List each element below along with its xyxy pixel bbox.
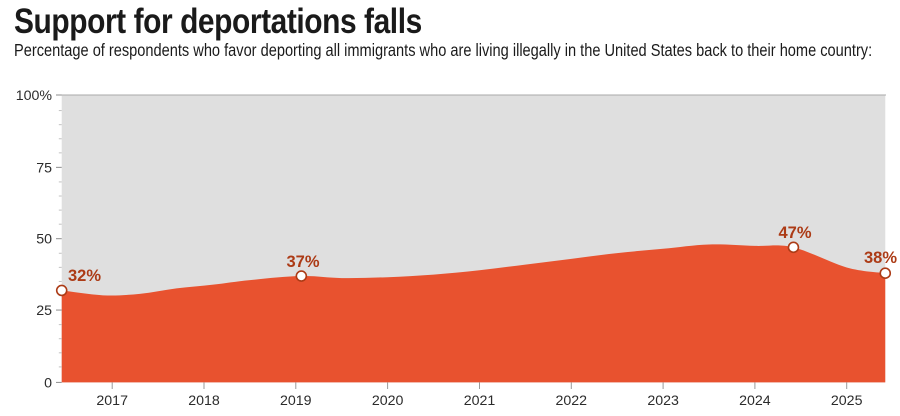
svg-text:2021: 2021	[464, 393, 496, 409]
svg-text:2019: 2019	[280, 393, 312, 409]
svg-text:50: 50	[36, 232, 52, 248]
svg-text:32%: 32%	[68, 267, 101, 285]
svg-text:2020: 2020	[372, 393, 404, 409]
svg-text:25: 25	[36, 303, 52, 319]
svg-text:2023: 2023	[647, 393, 679, 409]
svg-text:2022: 2022	[556, 393, 588, 409]
svg-text:37%: 37%	[286, 253, 319, 271]
svg-text:2025: 2025	[831, 393, 863, 409]
svg-text:75: 75	[36, 160, 52, 176]
svg-text:38%: 38%	[864, 249, 897, 267]
svg-text:47%: 47%	[778, 224, 811, 242]
svg-text:0: 0	[44, 375, 52, 391]
svg-text:2018: 2018	[188, 393, 220, 409]
svg-text:2017: 2017	[96, 393, 128, 409]
svg-text:100%: 100%	[16, 88, 53, 104]
svg-text:2024: 2024	[739, 393, 771, 409]
